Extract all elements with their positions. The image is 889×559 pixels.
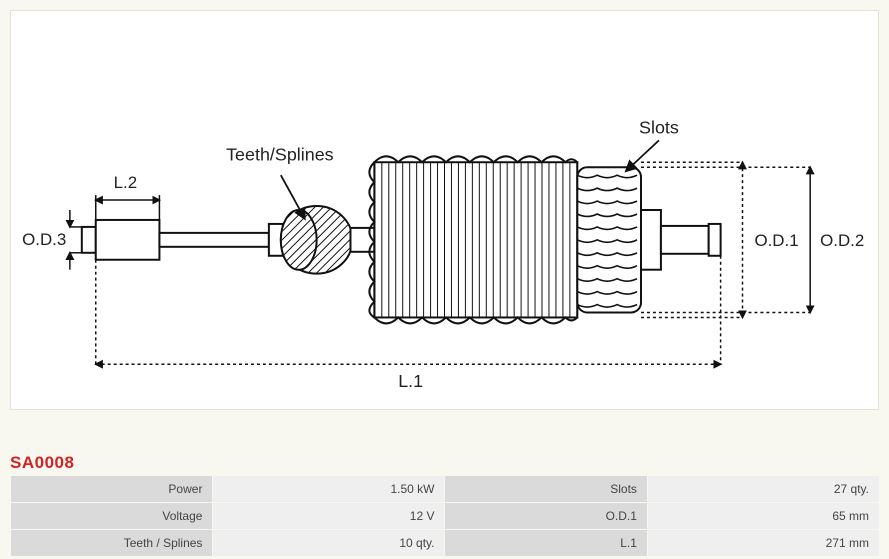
spec-value: 12 V	[213, 503, 444, 529]
label-od2: O.D.2	[820, 231, 864, 250]
label-l2: L.2	[114, 173, 138, 192]
label-slots: Slots	[639, 117, 679, 137]
spec-value: 65 mm	[648, 503, 879, 529]
spec-value: 27 qty.	[648, 476, 879, 502]
label-l1: L.1	[398, 371, 423, 391]
callout-teeth: Teeth/Splines	[226, 144, 334, 215]
spec-label: Teeth / Splines	[11, 530, 212, 556]
spec-label: L.1	[445, 530, 646, 556]
spec-value: 271 mm	[648, 530, 879, 556]
product-code: SA0008	[10, 453, 74, 473]
callout-slots: Slots	[629, 117, 679, 168]
spec-label: O.D.1	[445, 503, 646, 529]
table-row: Teeth / Splines 10 qty. L.1 271 mm	[11, 530, 879, 556]
label-teeth: Teeth/Splines	[226, 144, 334, 164]
armature-core	[369, 156, 577, 323]
specs-table: Power 1.50 kW Slots 27 qty. Voltage 12 V…	[10, 475, 880, 557]
spec-value: 10 qty.	[213, 530, 444, 556]
spec-value: 1.50 kW	[213, 476, 444, 502]
label-od3: O.D.3	[22, 230, 66, 249]
commutator-slots	[577, 167, 641, 312]
teeth-splines-shape	[281, 206, 353, 274]
spec-label: Voltage	[11, 503, 212, 529]
dim-od3: O.D.3	[22, 210, 82, 270]
spec-label: Power	[11, 476, 212, 502]
spec-label: Slots	[445, 476, 646, 502]
armature-diagram: O.D.3 L.2 Teeth/Splines Slots O.D.1	[10, 10, 879, 410]
table-row: Voltage 12 V O.D.1 65 mm	[11, 503, 879, 529]
dim-l2: L.2	[96, 173, 160, 220]
label-od1: O.D.1	[754, 231, 798, 250]
table-row: Power 1.50 kW Slots 27 qty.	[11, 476, 879, 502]
